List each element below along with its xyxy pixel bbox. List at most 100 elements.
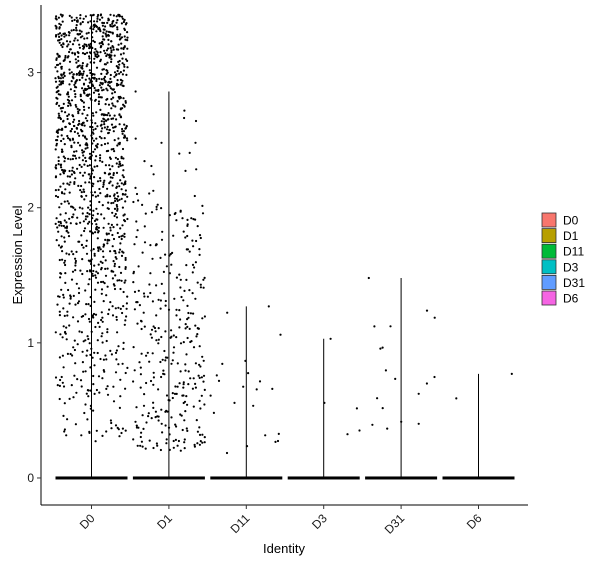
- data-point-D0: [84, 181, 87, 184]
- data-point-D1: [175, 336, 178, 339]
- data-point-D0: [56, 226, 59, 229]
- data-point-D0: [120, 81, 123, 84]
- data-point-D0: [115, 315, 118, 319]
- data-point-D0: [95, 78, 98, 81]
- data-point-D0: [102, 185, 105, 188]
- data-point-D0: [125, 302, 128, 305]
- data-point-D1: [134, 137, 137, 140]
- data-point-D0: [64, 56, 67, 59]
- data-point-D0: [64, 332, 67, 335]
- data-point-D0: [101, 89, 104, 92]
- data-point-D0: [112, 270, 115, 273]
- data-point-D0: [89, 175, 92, 178]
- data-point-D1: [165, 438, 168, 441]
- data-point-D1: [136, 229, 139, 232]
- data-point-D0: [120, 254, 124, 257]
- data-point-D0: [61, 106, 64, 109]
- data-point-D0: [94, 53, 97, 56]
- data-point-D0: [96, 165, 99, 168]
- data-point-D0: [97, 321, 100, 324]
- data-point-D0: [77, 141, 80, 144]
- data-point-D0: [100, 123, 103, 126]
- data-point-D0: [56, 90, 59, 93]
- data-point-D0: [106, 187, 109, 190]
- data-point-D0: [100, 113, 103, 116]
- data-point-D0: [105, 358, 108, 361]
- data-point-D0: [122, 20, 125, 24]
- data-point-D0: [120, 237, 123, 241]
- data-point-D0: [117, 83, 120, 86]
- data-point-D1: [170, 416, 173, 419]
- data-point-D1: [197, 327, 200, 330]
- data-point-D3: [323, 401, 326, 404]
- data-point-D0: [72, 253, 75, 256]
- data-point-D1: [183, 438, 186, 441]
- data-point-D0: [68, 302, 71, 305]
- data-point-D0: [106, 69, 109, 72]
- data-point-D0: [110, 123, 114, 126]
- data-point-D0: [93, 51, 96, 54]
- plot-area: [54, 13, 515, 480]
- data-point-D1: [186, 318, 189, 321]
- data-point-D0: [60, 139, 63, 143]
- data-point-D3: [358, 429, 361, 432]
- data-point-D0: [112, 173, 115, 177]
- data-point-D1: [188, 151, 191, 154]
- data-point-D1: [150, 211, 154, 214]
- axes: [40, 5, 528, 506]
- data-point-D1: [163, 349, 166, 353]
- data-point-D0: [93, 191, 97, 194]
- violin-D11: [209, 305, 283, 480]
- data-point-D0: [101, 204, 104, 207]
- data-point-D1: [191, 292, 194, 295]
- data-point-D0: [90, 249, 93, 252]
- data-point-D0: [54, 77, 57, 80]
- data-point-D0: [64, 212, 67, 215]
- data-point-D0: [87, 395, 90, 398]
- data-point-D0: [97, 263, 100, 266]
- data-point-D0: [72, 316, 75, 319]
- data-point-D0: [106, 238, 109, 241]
- data-point-D0: [90, 222, 93, 225]
- data-point-D0: [109, 77, 112, 80]
- data-point-D1: [132, 346, 135, 349]
- data-point-D0: [74, 208, 77, 211]
- data-point-D1: [195, 168, 198, 171]
- data-point-D0: [63, 170, 66, 173]
- data-point-D0: [68, 324, 71, 327]
- data-point-D0: [109, 46, 112, 50]
- data-point-D1: [190, 217, 193, 220]
- data-point-D1: [199, 236, 202, 240]
- data-point-D0: [99, 14, 102, 17]
- x-tick-label: D6: [464, 511, 485, 532]
- data-point-D0: [121, 132, 124, 135]
- data-point-D1: [156, 203, 159, 206]
- data-point-D0: [106, 89, 109, 92]
- data-point-D0: [58, 356, 62, 359]
- data-point-D1: [176, 444, 179, 447]
- data-point-D0: [121, 17, 124, 20]
- data-point-D0: [71, 166, 74, 169]
- data-point-D0: [65, 221, 68, 224]
- data-point-D1: [165, 265, 168, 268]
- data-point-D0: [75, 250, 78, 253]
- data-point-D0: [55, 239, 58, 242]
- data-point-D0: [63, 143, 66, 146]
- data-point-D0: [86, 349, 89, 352]
- data-point-D0: [81, 87, 84, 90]
- data-point-D0: [74, 37, 77, 40]
- data-point-D0: [75, 222, 78, 225]
- data-point-D0: [68, 83, 71, 86]
- data-point-D0: [66, 200, 69, 203]
- data-point-D0: [62, 366, 65, 369]
- data-point-D0: [54, 194, 58, 198]
- data-point-D0: [113, 262, 116, 265]
- y-tick-label: 3: [27, 66, 34, 80]
- data-point-D0: [69, 222, 72, 225]
- data-point-D0: [58, 258, 61, 262]
- data-point-D0: [81, 212, 84, 215]
- data-point-D0: [62, 120, 65, 123]
- data-point-D0: [82, 220, 85, 223]
- data-point-D11: [255, 388, 258, 391]
- data-point-D0: [110, 107, 113, 110]
